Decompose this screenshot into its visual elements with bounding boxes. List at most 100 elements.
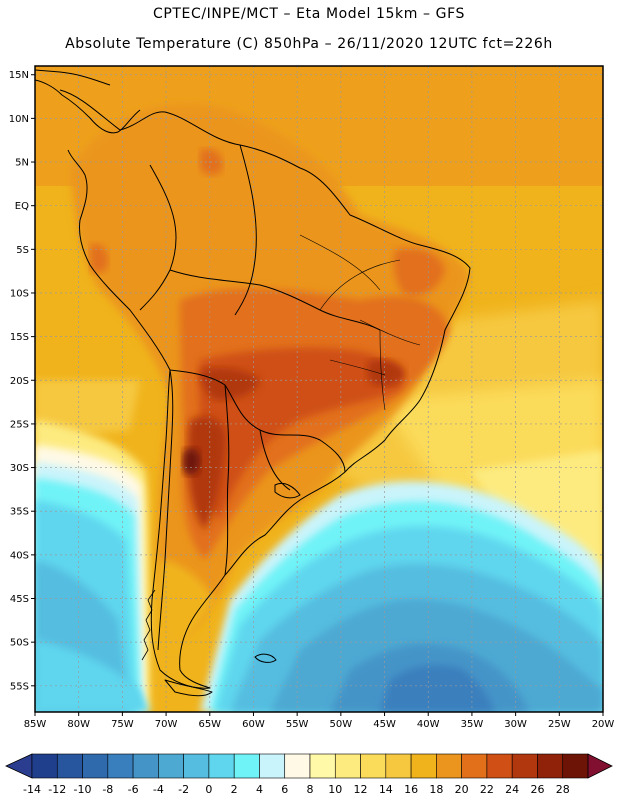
lat-tick-label: 40S (10, 550, 29, 561)
lat-tick-label: 10N (9, 114, 29, 125)
colorbar-label: 28 (556, 783, 570, 796)
latitude-axis: 15N 10N 5N EQ 5S 10S 15S 20S 25S 30S 35S 40S 45S 50S 5… (9, 70, 35, 692)
lon-tick-label: 85W (24, 719, 47, 730)
field-land-24-26-c (367, 359, 405, 386)
field-pacific-14-16 (35, 380, 140, 440)
lat-tick-label: 20S (10, 376, 29, 387)
lon-tick-label: 60W (242, 719, 265, 730)
lat-tick-label: 15S (10, 332, 29, 343)
lat-tick-label: 25S (10, 419, 29, 430)
lon-tick-label: 50W (330, 719, 353, 730)
colorbar-label: -12 (48, 783, 66, 796)
lon-tick-label: 20W (592, 719, 615, 730)
lat-tick-label: 35S (10, 507, 29, 518)
south-america-coastline (59, 89, 471, 689)
lon-tick-label: 40W (417, 719, 440, 730)
colorbar-label: 8 (307, 783, 314, 796)
colorbar-label: -8 (102, 783, 113, 796)
rio-de-la-plata (274, 482, 301, 499)
field-ne-brazil (393, 248, 445, 297)
colorbar-swatch (233, 753, 260, 779)
temperature-field (35, 66, 603, 712)
colorbar-label: 16 (404, 783, 418, 796)
caribbean-coastline (35, 69, 111, 86)
colorbar-swatch (284, 753, 311, 779)
colorbar-swatch (107, 753, 134, 779)
colorbar-swatch (259, 753, 286, 779)
colorbar-label: 4 (256, 783, 263, 796)
colorbar-swatch (537, 753, 564, 779)
colorbar-labels: -14 -12 -10 -8 -6 -4 -2 0 2 4 6 8 10 12 14 16 18 20 22 24 26… (23, 783, 570, 796)
colorbar-swatch (309, 753, 336, 779)
lat-tick-label: 50S (10, 638, 29, 649)
colorbar-label: 22 (480, 783, 494, 796)
colorbar-arrow-low (5, 753, 33, 779)
colorbar-label: 20 (455, 783, 469, 796)
field-peru-coast (90, 243, 109, 273)
temperature-colorbar (5, 753, 613, 779)
colorbar-label: 6 (281, 783, 288, 796)
colorbar-label: -14 (23, 783, 41, 796)
colorbar-label: -10 (74, 783, 92, 796)
falkland-islands (254, 653, 277, 663)
field-patagonia (158, 560, 215, 650)
colorbar-label: 12 (354, 783, 368, 796)
lon-tick-label: 25W (548, 719, 571, 730)
lat-tick-label: 5N (15, 158, 29, 169)
chilean-archipelago (141, 589, 156, 661)
country-border-2 (169, 269, 381, 331)
colorbar-swatch (56, 753, 83, 779)
colorbar-label: 2 (231, 783, 238, 796)
colorbar-swatch (158, 753, 184, 779)
coastlines (35, 69, 471, 697)
tierra-del-fuego (164, 679, 213, 697)
colorbar-swatch (132, 753, 159, 779)
colorbar-swatch (461, 753, 488, 779)
colorbar-label: 14 (379, 783, 393, 796)
colorbar-label: -4 (153, 783, 164, 796)
colorbar-swatch (436, 753, 462, 779)
country-border-6 (259, 429, 291, 491)
field-atlantic-band-m6 (380, 665, 495, 712)
lat-tick-label: EQ (15, 201, 29, 212)
lat-tick-label: 55S (10, 681, 29, 692)
map-frame (34, 65, 604, 713)
longitude-axis: 85W 80W 75W 70W 65W 60W 55W 50W 45W 40W 35W 30W 25W 2… (24, 712, 615, 730)
lon-tick-label: 45W (373, 719, 396, 730)
lon-tick-label: 30W (504, 719, 527, 730)
field-land-24-26-b (200, 368, 260, 400)
field-land-hotspot (182, 448, 201, 476)
lon-tick-label: 35W (461, 719, 484, 730)
colorbar-swatch (562, 753, 589, 779)
lon-tick-label: 55W (286, 719, 309, 730)
country-border-5 (224, 384, 230, 576)
colorbar-label: 24 (505, 783, 519, 796)
lon-tick-label: 65W (198, 719, 221, 730)
colorbar-label: 18 (429, 783, 443, 796)
colorbar-label: -2 (178, 783, 189, 796)
country-border-7 (157, 369, 174, 651)
colorbar-swatch (31, 753, 58, 779)
colorbar-label: 0 (205, 783, 212, 796)
country-border-1 (139, 164, 177, 311)
colorbar-swatch (334, 753, 361, 779)
colorbar-swatch (410, 753, 437, 779)
colorbar-swatch (82, 753, 109, 779)
lat-tick-label: 15N (9, 70, 29, 81)
colorbar-swatch (360, 753, 387, 779)
colorbar-arrow-high (587, 753, 613, 779)
lon-tick-label: 80W (67, 719, 90, 730)
lon-tick-label: 75W (111, 719, 134, 730)
lon-tick-label: 70W (155, 719, 178, 730)
colorbar-label: 26 (530, 783, 544, 796)
lat-tick-label: 5S (16, 245, 29, 256)
colorbar-swatch (486, 753, 513, 779)
lat-tick-label: 45S (10, 594, 29, 605)
field-drake-band (35, 640, 150, 712)
country-border-3 (234, 144, 257, 316)
field-land-24-26 (188, 416, 226, 530)
colorbar-label: -6 (128, 783, 139, 796)
lat-tick-label: 30S (10, 463, 29, 474)
colorbar-swatch (183, 753, 210, 779)
